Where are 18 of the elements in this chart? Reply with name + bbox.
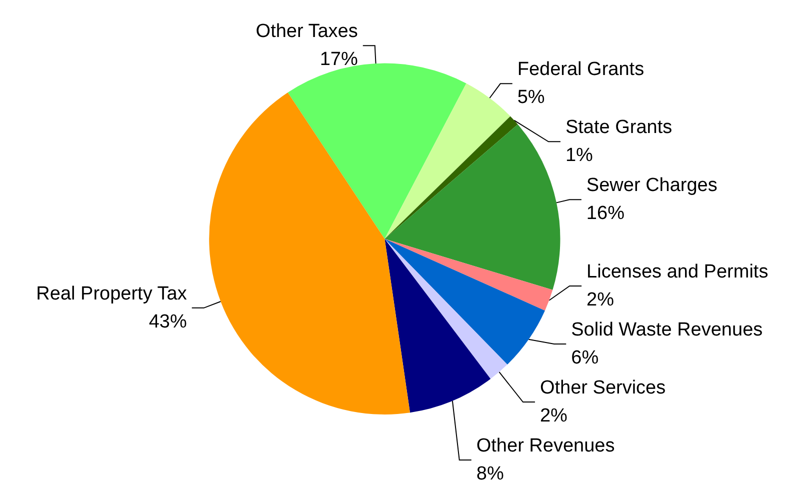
data-label: 17% [320,49,358,70]
slice-label: Solid Waste Revenues [571,320,763,340]
data-label: 43% [148,311,187,332]
slice-label: Other Taxes [256,21,358,42]
slice-label: Federal Grants [517,59,644,80]
data-label: 2% [586,290,614,310]
data-label: 5% [517,87,545,108]
data-label: 6% [571,348,599,368]
slice-label: Licenses and Permits [586,262,768,282]
slice-label: Other Revenues [476,436,615,456]
slice-label: Real Property Tax [36,283,188,304]
slice-label: State Grants [565,117,672,138]
data-label: 2% [540,406,568,426]
slice-label: Sewer Charges [586,175,718,196]
data-label: 8% [476,464,504,484]
data-label: 1% [565,145,594,166]
data-label: 16% [586,203,625,224]
slice-label: Other Services [540,378,666,398]
